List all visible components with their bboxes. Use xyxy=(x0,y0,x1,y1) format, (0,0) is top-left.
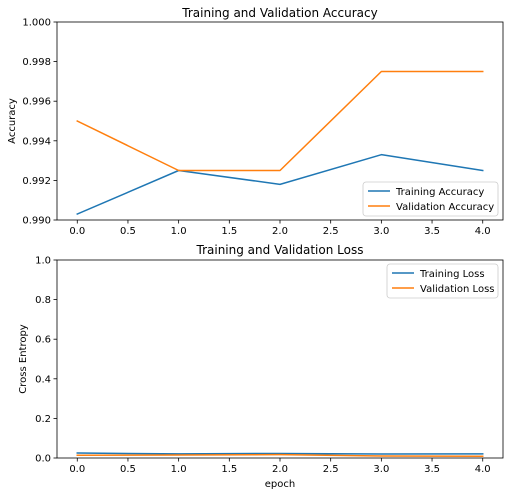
loss-legend: Training Loss Validation Loss xyxy=(386,263,499,299)
accuracy-series-line-training xyxy=(76,153,484,216)
accuracy-x-tick-label: 4.0 xyxy=(475,226,491,237)
accuracy-y-tick-label: 0.998 xyxy=(22,57,51,68)
loss-x-tick-label: 3.0 xyxy=(373,464,389,475)
accuracy-plot-frame xyxy=(56,21,504,221)
accuracy-series-line-validation xyxy=(76,70,484,172)
loss-legend-label-training: Training Loss xyxy=(419,269,485,280)
loss-x-tick-label: 1.0 xyxy=(171,464,187,475)
loss-ticks: 0.0 0.5 1.0 1.5 2.0 2.5 3.0 3.5 4.0 0.0 0.2 0.4 0.6 0… xyxy=(35,256,491,476)
loss-x-tick-label: 4.0 xyxy=(475,464,491,475)
accuracy-x-tick-label: 3.5 xyxy=(424,226,440,237)
accuracy-x-tick-label: 0.0 xyxy=(69,226,85,237)
accuracy-x-tick-label: 3.0 xyxy=(373,226,389,237)
accuracy-legend: Training Accuracy Validation Accuracy xyxy=(362,181,499,217)
accuracy-y-tick-label: 0.992 xyxy=(22,176,51,187)
loss-x-tick-label: 2.0 xyxy=(272,464,288,475)
accuracy-y-tick-label: 0.990 xyxy=(22,216,51,227)
loss-y-tick-label: 0.4 xyxy=(35,374,51,385)
loss-x-tick-label: 1.5 xyxy=(221,464,237,475)
accuracy-ticks: 0.0 0.5 1.0 1.5 2.0 2.5 3.0 3.5 4.0 0.990 0.992 0.9… xyxy=(22,18,490,238)
accuracy-legend-label-validation: Validation Accuracy xyxy=(396,202,494,213)
accuracy-chart-title: Training and Validation Accuracy xyxy=(181,6,377,20)
accuracy-series xyxy=(76,70,484,216)
loss-x-tick-label: 3.5 xyxy=(424,464,440,475)
loss-x-tick-label: 0.5 xyxy=(120,464,136,475)
accuracy-y-tick-label: 0.994 xyxy=(22,136,51,147)
accuracy-y-tick-label: 1.000 xyxy=(22,18,51,29)
loss-legend-box xyxy=(386,263,499,299)
loss-chart-title: Training and Validation Loss xyxy=(196,243,364,257)
loss-x-tick-label: 0.0 xyxy=(69,464,85,475)
loss-series-line-training xyxy=(76,452,484,455)
loss-x-tick-label: 2.5 xyxy=(323,464,339,475)
accuracy-x-tick-label: 0.5 xyxy=(120,226,136,237)
loss-plot-frame xyxy=(56,259,504,459)
loss-y-tick-label: 0.0 xyxy=(35,454,51,465)
accuracy-x-tick-label: 2.0 xyxy=(272,226,288,237)
accuracy-x-tick-label: 1.5 xyxy=(221,226,237,237)
loss-series xyxy=(76,452,484,457)
loss-y-tick-label: 1.0 xyxy=(35,256,51,267)
accuracy-x-tick-label: 2.5 xyxy=(323,226,339,237)
accuracy-x-tick-label: 1.0 xyxy=(171,226,187,237)
loss-series-line-validation xyxy=(76,453,484,457)
loss-y-tick-label: 0.6 xyxy=(35,335,51,346)
loss-y-axis-label: Cross Entropy xyxy=(18,324,29,394)
accuracy-legend-box xyxy=(362,181,499,217)
loss-legend-label-validation: Validation Loss xyxy=(420,284,495,295)
accuracy-y-axis-label: Accuracy xyxy=(7,98,18,144)
loss-y-tick-label: 0.8 xyxy=(35,295,51,306)
loss-y-tick-label: 0.2 xyxy=(35,414,51,425)
accuracy-chart: Training and Validation Accuracy 0.0 0.5 1… xyxy=(7,6,504,238)
loss-x-axis-label: epoch xyxy=(265,479,295,490)
accuracy-legend-label-training: Training Accuracy xyxy=(395,187,484,198)
loss-chart: Training and Validation Loss 0.0 0.5 1.0 1.… xyxy=(18,243,504,490)
accuracy-y-tick-label: 0.996 xyxy=(22,97,51,108)
